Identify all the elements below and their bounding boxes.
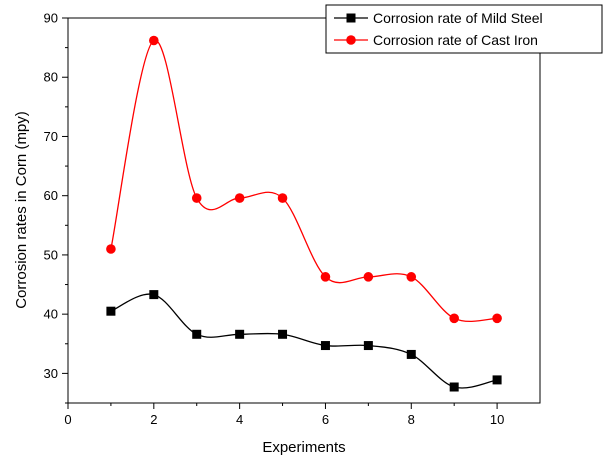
x-tick-label: 6 (322, 412, 329, 427)
data-point (406, 272, 417, 282)
data-point (278, 329, 288, 339)
data-point (449, 313, 459, 324)
data-point (492, 375, 502, 385)
y-tick-label: 80 (44, 70, 58, 85)
x-axis-title: Experiments (262, 439, 345, 456)
series-line (110, 39, 498, 322)
y-tick-label: 60 (44, 188, 58, 203)
data-point (106, 244, 116, 254)
data-point (192, 329, 202, 339)
series-line (110, 293, 498, 389)
y-tick-label: 40 (44, 307, 58, 322)
x-tick-label: 0 (64, 412, 71, 427)
data-point (320, 272, 331, 282)
y-axis-ticks: 30 40 50 60 70 80 90 (44, 11, 68, 404)
data-point (149, 290, 159, 300)
y-tick-label: 50 (44, 247, 58, 262)
data-point (449, 382, 459, 392)
series-cast-iron (106, 35, 502, 324)
legend-marker (346, 13, 356, 23)
y-axis-title: Corrosion rates in Corn (mpy) (13, 111, 30, 309)
x-tick-label: 10 (490, 412, 504, 427)
legend-label: Corrosion rate of Mild Steel (373, 10, 543, 26)
legend-label: Corrosion rate of Cast Iron (373, 32, 538, 48)
x-tick-label: 8 (408, 412, 415, 427)
x-tick-label: 2 (150, 412, 157, 427)
data-point (234, 193, 245, 203)
data-point (492, 313, 502, 324)
legend-box (325, 4, 603, 54)
y-tick-label: 30 (44, 366, 58, 381)
legend-marker (346, 35, 356, 45)
y-tick-label: 90 (44, 11, 58, 26)
x-axis-ticks: 0 2 4 6 8 10 (64, 403, 504, 427)
data-point (235, 329, 245, 339)
data-point (191, 193, 202, 203)
series-layer (106, 35, 502, 392)
data-point (320, 341, 330, 351)
data-point (406, 349, 416, 359)
series-mild-steel (106, 290, 502, 392)
data-point (363, 272, 374, 282)
x-tick-label: 4 (236, 412, 243, 427)
y-tick-label: 70 (44, 129, 58, 144)
data-point (277, 193, 288, 203)
data-point (106, 306, 116, 316)
data-point (149, 35, 159, 46)
data-point (363, 341, 373, 351)
plot-frame (67, 17, 541, 404)
legend: Corrosion rate of Mild Steel Corrosion ra… (325, 4, 603, 54)
